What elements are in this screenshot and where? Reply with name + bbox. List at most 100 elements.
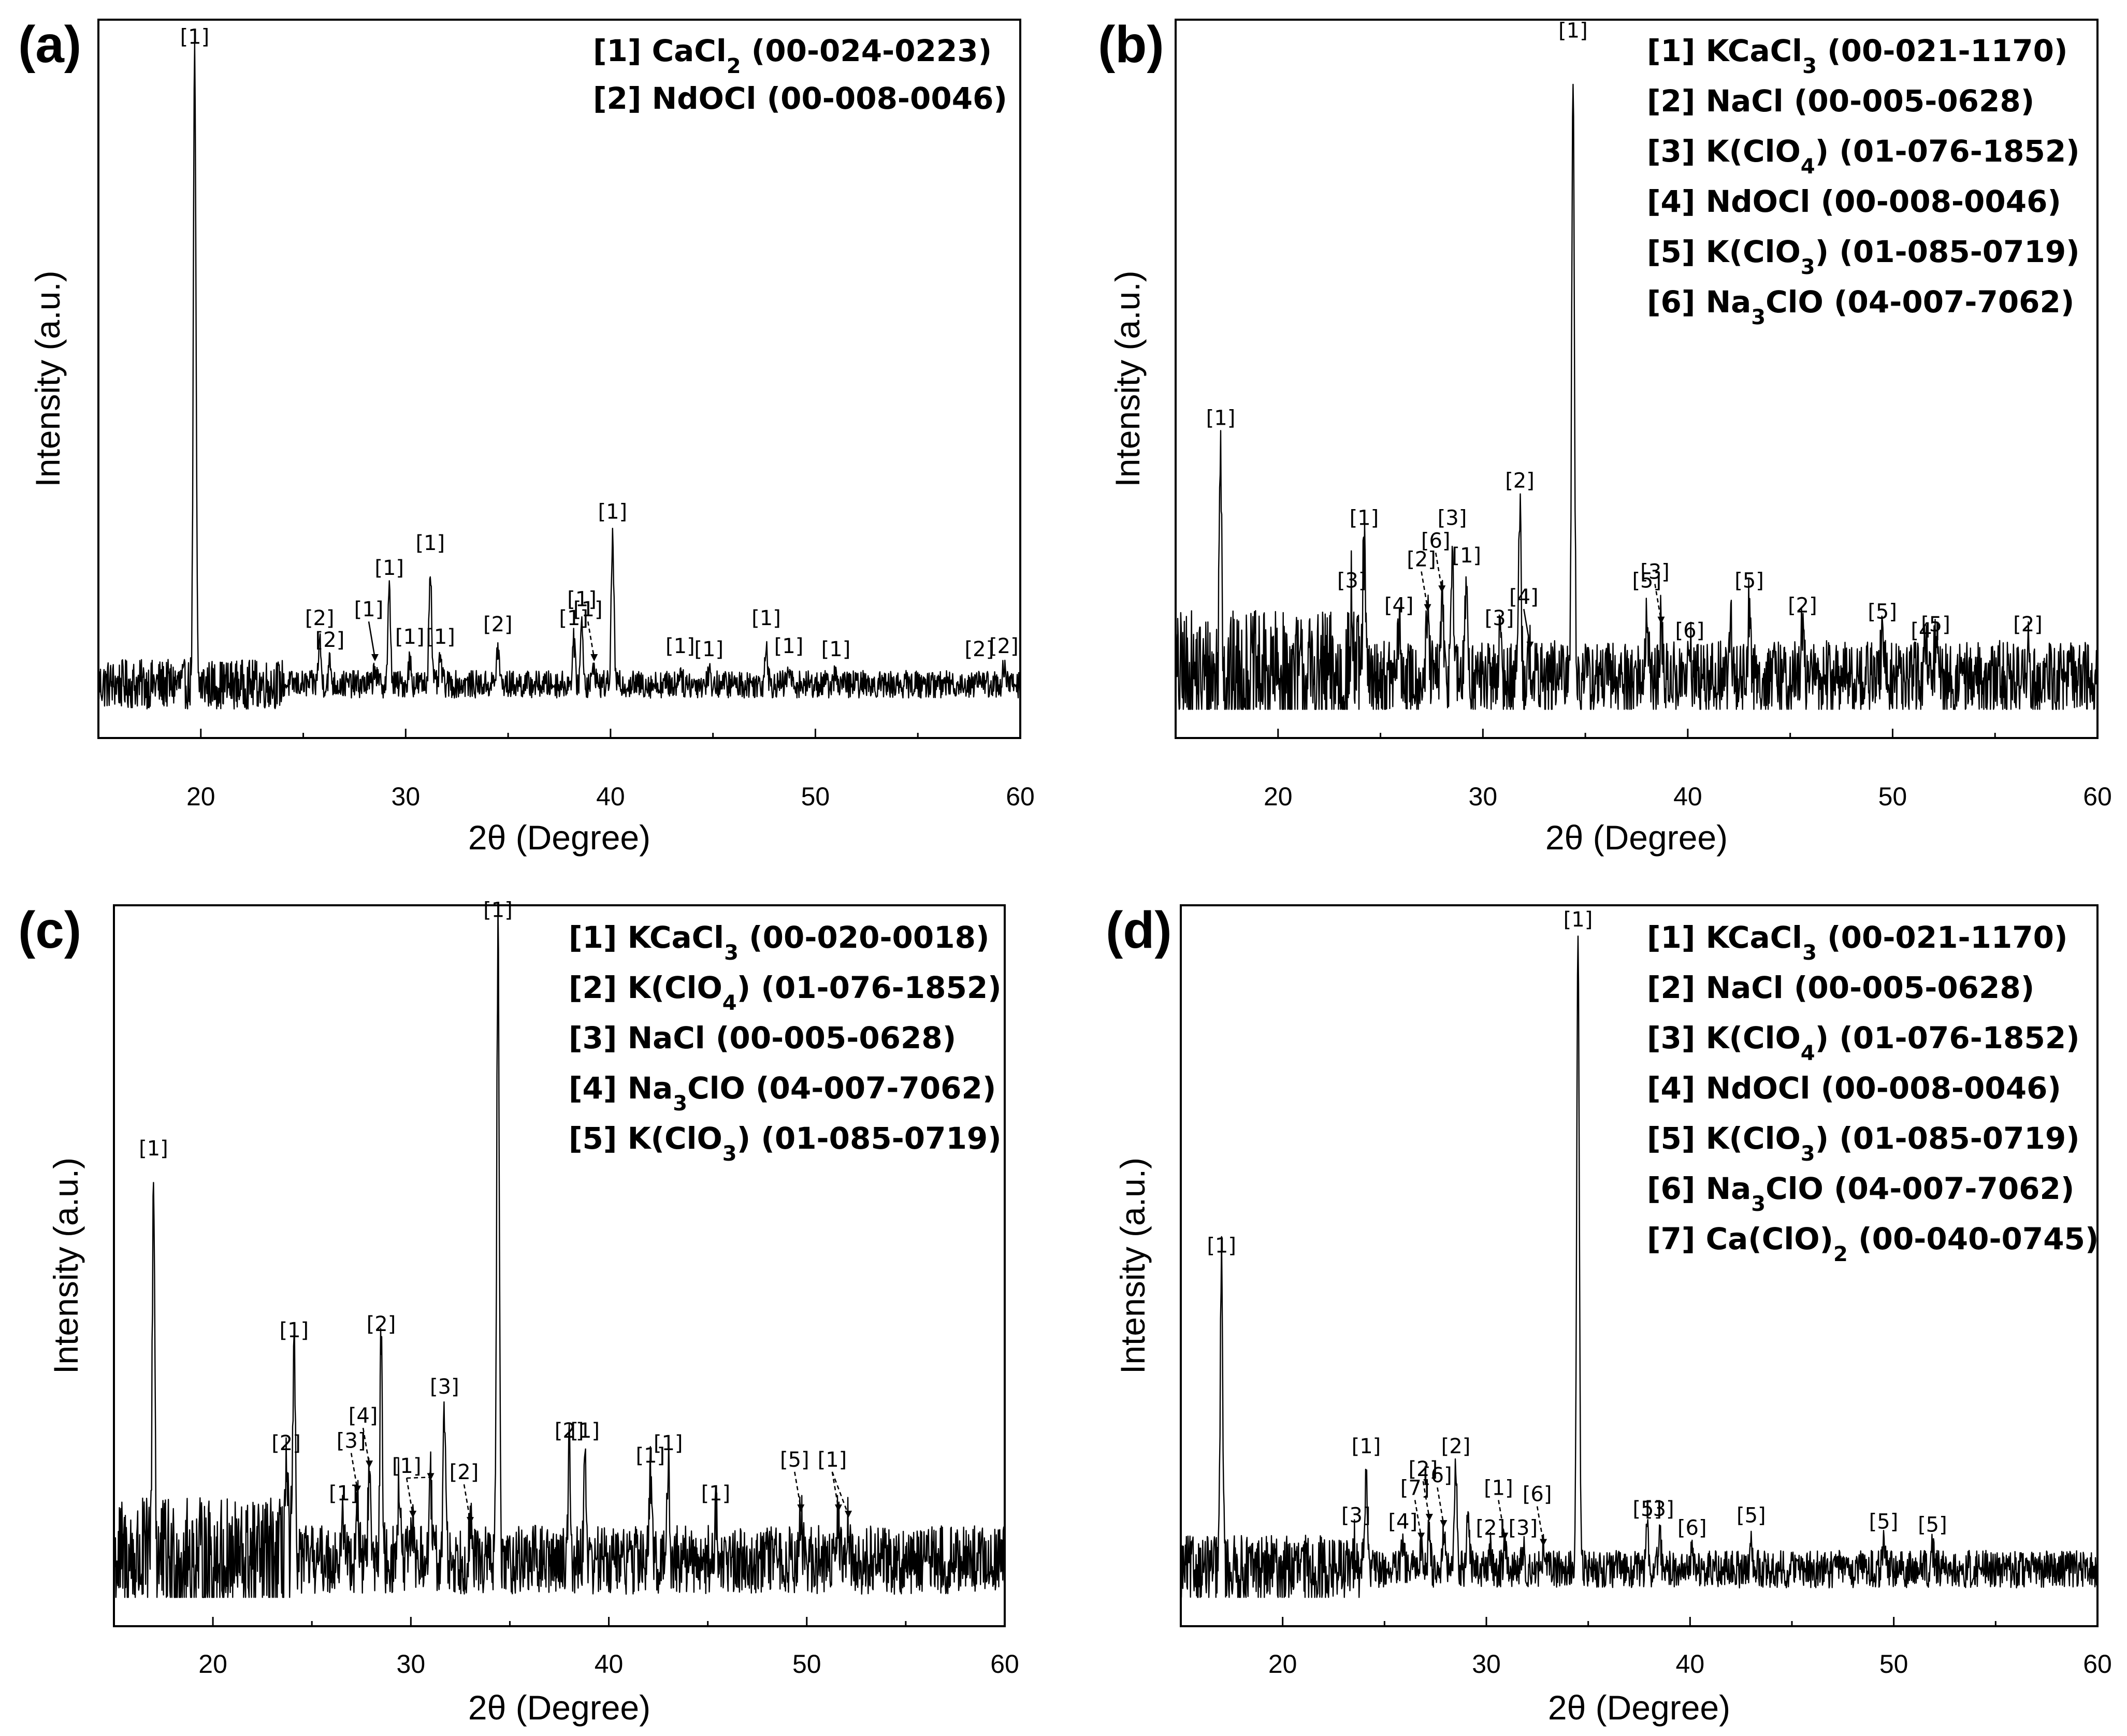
legend-id: [5] K(ClO bbox=[1647, 1121, 1801, 1156]
peak-label: [4] bbox=[1509, 585, 1539, 609]
peak-arrow bbox=[463, 1484, 471, 1522]
legend-card: ) (01-085-0719) bbox=[737, 1121, 1002, 1156]
arrowhead bbox=[590, 654, 598, 662]
legend-card: (00-008-0046) bbox=[1810, 1070, 2061, 1106]
peak-label: [1] bbox=[701, 1482, 731, 1506]
x-axis-title: 2θ (Degree) bbox=[1548, 1688, 1730, 1727]
peak-arrow bbox=[587, 621, 595, 659]
legend-subscript: 4 bbox=[1801, 1041, 1815, 1065]
peak-label: [3] bbox=[1337, 569, 1367, 592]
peak-label: [2] bbox=[271, 1431, 301, 1455]
x-tick-label: 50 bbox=[801, 782, 830, 811]
legend-card: (00-008-0046) bbox=[756, 81, 1007, 116]
peak-label: [1] bbox=[1564, 908, 1593, 932]
peak-label: [3] bbox=[430, 1375, 459, 1399]
arrowhead bbox=[797, 1504, 805, 1512]
x-tick-label: 60 bbox=[2083, 1650, 2112, 1679]
peak-label: [1] bbox=[573, 598, 603, 621]
peak-label: [1] bbox=[354, 598, 384, 621]
peak-arrow bbox=[1523, 609, 1531, 646]
legend-id: [1] KCaCl bbox=[1647, 33, 1802, 68]
peak-label: [5] bbox=[1632, 569, 1661, 592]
peak-label: [2] bbox=[1788, 594, 1817, 618]
peak-label: [3] bbox=[1438, 507, 1467, 530]
peak-label: [4] bbox=[1911, 619, 1940, 643]
peak-label: [1] bbox=[1452, 544, 1481, 568]
peak-label: [1] bbox=[392, 1454, 422, 1478]
peak-label: [1] bbox=[1558, 19, 1588, 42]
peak-label: [2] bbox=[555, 1419, 584, 1443]
peak-arrow bbox=[1421, 571, 1428, 609]
peak-arrow bbox=[831, 1471, 840, 1509]
peak-label: [1] bbox=[570, 1419, 600, 1443]
peak-arrow bbox=[368, 621, 376, 659]
peak-label: [1] bbox=[139, 1137, 168, 1161]
x-tick-label: 60 bbox=[1006, 782, 1035, 811]
peak-label: [2] bbox=[315, 628, 345, 652]
peak-arrow bbox=[1536, 1506, 1544, 1543]
legend-subscript: 3 bbox=[724, 941, 739, 965]
peak-label: [3] bbox=[1640, 560, 1670, 584]
x-tick-label: 20 bbox=[198, 1650, 227, 1679]
arrowhead bbox=[366, 1460, 373, 1468]
legend-id: [4] Na bbox=[569, 1070, 673, 1106]
peak-label: [1] bbox=[426, 625, 455, 649]
peak-label: [6] bbox=[1523, 1482, 1552, 1506]
legend-id: [1] CaCl bbox=[593, 33, 727, 68]
peak-label: [2] bbox=[450, 1460, 479, 1484]
legend-subscript: 4 bbox=[722, 991, 737, 1015]
x-tick-label: 60 bbox=[2083, 782, 2112, 811]
xrd-trace bbox=[113, 903, 1006, 1598]
peak-label: [1] bbox=[654, 1431, 683, 1455]
peak-label: [1] bbox=[1206, 407, 1236, 430]
legend-card: (00-021-1170) bbox=[1817, 33, 2068, 68]
legend-card: ClO (04-007-7062) bbox=[1766, 284, 2074, 320]
peak-label: [1] bbox=[1207, 1234, 1236, 1258]
x-tick-label: 40 bbox=[595, 1650, 624, 1679]
x-tick-label: 50 bbox=[1879, 1650, 1908, 1679]
legend-entry: [6] Na3ClO (04-007-7062) bbox=[1647, 284, 2074, 329]
peak-arrow bbox=[1654, 584, 1662, 621]
legend-entry: [2] K(ClO4) (01-076-1852) bbox=[569, 970, 1002, 1015]
legend-card: (00-021-1170) bbox=[1817, 920, 2068, 955]
peak-arrow bbox=[362, 1427, 370, 1465]
peak-label: [1] bbox=[774, 634, 804, 658]
legend-entry: [3] K(ClO4) (01-076-1852) bbox=[1647, 134, 2080, 179]
peak-label: [1] bbox=[751, 606, 781, 630]
legend-entry: [4] NdOCl (00-008-0046) bbox=[1647, 1070, 2061, 1106]
legend-id: [3] K(ClO bbox=[1647, 134, 1801, 169]
legend-card: (00-024-0223) bbox=[741, 33, 992, 68]
legend-entry: [3] K(ClO4) (01-076-1852) bbox=[1647, 1020, 2080, 1065]
legend-id: [5] K(ClO bbox=[569, 1121, 722, 1156]
legend-entry: [3] NaCl (00-005-0628) bbox=[569, 1020, 956, 1055]
peak-label: [1] bbox=[1484, 1476, 1513, 1500]
legend-entry: [4] NdOCl (00-008-0046) bbox=[1647, 184, 2061, 219]
peak-label: [5] bbox=[1737, 1503, 1766, 1527]
legend-id: [2] K(ClO bbox=[569, 970, 722, 1005]
legend-card: ) (01-076-1852) bbox=[1815, 1020, 2080, 1055]
arrowhead bbox=[1438, 585, 1446, 593]
legend-card: ) (01-076-1852) bbox=[737, 970, 1002, 1005]
legend-subscript: 3 bbox=[1751, 306, 1766, 329]
legend-subscript: 3 bbox=[1801, 1142, 1815, 1166]
peak-label: [1] bbox=[821, 638, 851, 661]
arrowhead bbox=[1540, 1539, 1547, 1546]
peak-label: [1] bbox=[635, 1444, 665, 1468]
legend-card: ) (01-076-1852) bbox=[1815, 134, 2080, 169]
legend-entry: [5] K(ClO3) (01-085-0719) bbox=[569, 1121, 1002, 1166]
legend-subscript: 3 bbox=[1802, 54, 1817, 78]
xrd-trace bbox=[1175, 83, 2099, 710]
peak-label: [6] bbox=[1675, 619, 1705, 643]
legend-id: [1] KCaCl bbox=[1647, 920, 1802, 955]
panel-letter: (b) bbox=[1098, 16, 1164, 74]
legend-id: [2] NaCl bbox=[1647, 83, 1784, 119]
peak-label: [1] bbox=[665, 634, 695, 658]
peak-label: [2] bbox=[1409, 1457, 1438, 1481]
y-axis-title: Intensity (a.u.) bbox=[1113, 1158, 1152, 1374]
legend-id: [7] Ca(ClO) bbox=[1647, 1221, 1833, 1256]
legend-card: (00-005-0628) bbox=[705, 1020, 957, 1055]
legend-id: [5] K(ClO bbox=[1647, 234, 1801, 269]
peak-label: [3] bbox=[337, 1429, 366, 1453]
peak-label: [5] bbox=[1632, 1497, 1662, 1521]
arrowhead bbox=[1425, 1514, 1433, 1522]
